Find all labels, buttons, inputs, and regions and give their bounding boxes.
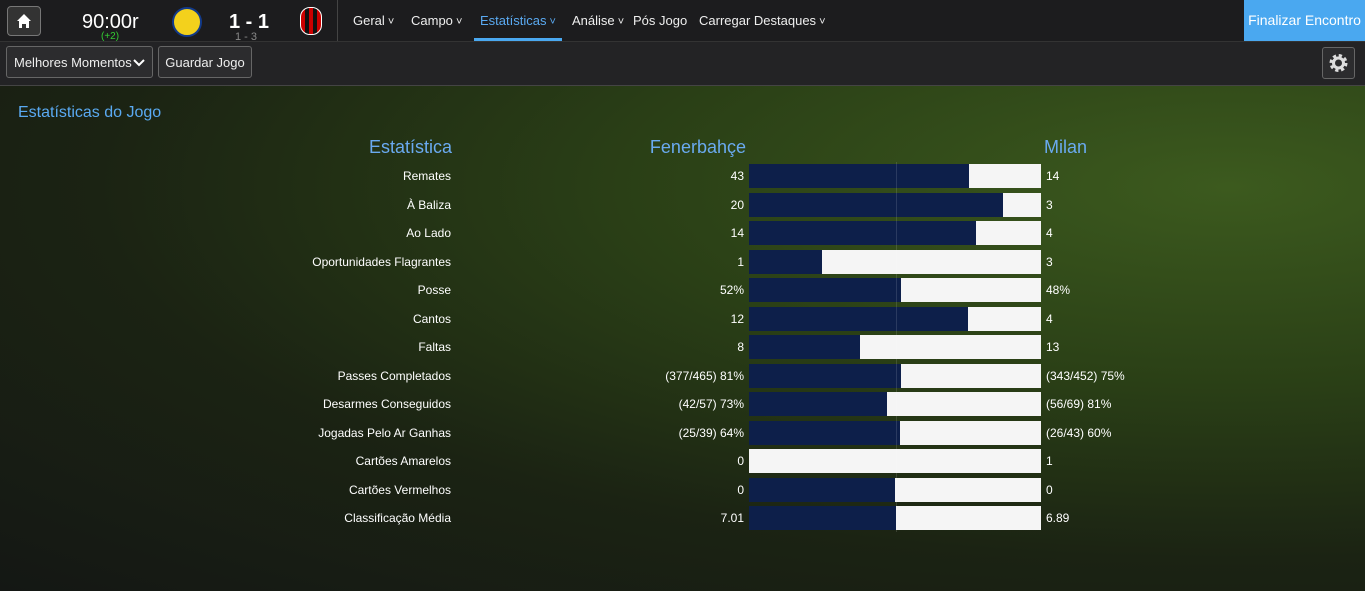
stat-label: Cartões Amarelos xyxy=(355,454,451,468)
menu-label: Carregar Destaques xyxy=(699,13,817,28)
away-value: 14 xyxy=(1046,169,1060,183)
away-team-header: Milan xyxy=(1044,137,1088,157)
home-bar xyxy=(749,278,901,302)
page-title: Estatísticas do Jogo xyxy=(18,104,162,121)
home-bar xyxy=(749,506,897,530)
home-value: (42/57) 73% xyxy=(678,397,744,411)
home-bar xyxy=(749,306,968,331)
stadium-background xyxy=(0,86,1365,591)
stat-label: Posse xyxy=(417,283,451,297)
menu-label: Campo xyxy=(411,13,453,28)
away-crest xyxy=(300,7,322,35)
away-bar xyxy=(976,221,1041,245)
menu-label: Análise xyxy=(572,13,615,28)
menu-item[interactable]: Carregar Destaques ˅ xyxy=(699,13,826,28)
settings-button[interactable] xyxy=(1322,47,1355,79)
home-bar xyxy=(749,164,970,188)
added-time: (+2) xyxy=(101,31,120,42)
away-value: (56/69) 81% xyxy=(1046,397,1112,411)
dropdown-label: Melhores Momentos xyxy=(14,55,132,70)
home-value: 8 xyxy=(737,340,744,354)
stat-label: Oportunidades Flagrantes xyxy=(312,254,451,269)
menu-item[interactable]: Geral ˅ xyxy=(353,13,395,28)
home-button[interactable] xyxy=(7,6,41,36)
highlights-dropdown[interactable]: Melhores Momentos xyxy=(6,46,153,78)
away-value: (26/43) 60% xyxy=(1046,425,1112,440)
home-bar xyxy=(749,249,822,274)
away-value: 3 xyxy=(1046,197,1053,212)
menu-item[interactable]: Campo ˅ xyxy=(411,13,463,28)
menu-label: Estatísticas xyxy=(480,13,547,28)
stat-label: Remates xyxy=(402,169,451,183)
match-time: 90:00r xyxy=(82,11,139,33)
finish-button[interactable]: Finalizar Encontro xyxy=(1244,0,1365,41)
home-value: (25/39) 64% xyxy=(678,425,744,440)
home-value: 14 xyxy=(730,226,744,240)
away-value: 0 xyxy=(1046,482,1053,497)
stat-label: Cartões Vermelhos xyxy=(348,482,451,497)
away-value: 3 xyxy=(1046,254,1053,269)
away-bar xyxy=(822,249,1041,274)
stat-label: Cantos xyxy=(412,311,451,326)
away-bar xyxy=(1002,192,1041,217)
home-value: 20 xyxy=(730,197,744,212)
home-value: 43 xyxy=(730,169,744,183)
home-bar xyxy=(749,392,888,416)
away-bar xyxy=(969,164,1041,188)
away-value: 13 xyxy=(1046,340,1060,354)
away-value: 6.89 xyxy=(1046,511,1070,525)
home-bar xyxy=(749,221,977,245)
menu-item[interactable]: Análise ˅ xyxy=(572,13,625,28)
home-value: 7.01 xyxy=(720,511,744,525)
stat-label: À Baliza xyxy=(406,197,451,212)
toolbar: Melhores Momentos Guardar Jogo xyxy=(0,42,1365,86)
away-bar xyxy=(900,278,1041,302)
center-line xyxy=(896,162,897,532)
away-value: 1 xyxy=(1046,454,1053,468)
home-value: 12 xyxy=(730,311,744,326)
home-bar xyxy=(749,420,900,445)
away-bar xyxy=(900,363,1041,388)
home-team-header: Fenerbahçe xyxy=(649,137,746,157)
top-bar: 90:00r (+2) 1 - 1 1 - 3 Finalizar Encont… xyxy=(0,0,1365,43)
home-bar xyxy=(749,363,901,388)
away-bar xyxy=(749,449,1041,473)
home-value: 1 xyxy=(737,254,744,269)
away-bar xyxy=(895,477,1041,502)
away-value: 4 xyxy=(1046,311,1053,326)
home-value: 0 xyxy=(737,482,744,497)
away-bar xyxy=(899,420,1041,445)
away-bar xyxy=(887,392,1041,416)
menu-label: Geral xyxy=(353,13,385,28)
aggregate-score: 1 - 3 xyxy=(235,31,258,43)
away-bar xyxy=(968,306,1041,331)
away-bar xyxy=(860,335,1041,359)
home-value: 0 xyxy=(737,454,744,468)
menu-item[interactable]: Estatísticas ˅ xyxy=(480,13,556,28)
menu-item[interactable]: Pós Jogo xyxy=(633,13,687,28)
home-bar xyxy=(749,192,1003,217)
active-underline xyxy=(474,38,562,41)
home-bar xyxy=(749,335,861,359)
save-button[interactable]: Guardar Jogo xyxy=(158,46,252,78)
menu-label: Pós Jogo xyxy=(633,13,688,28)
away-value: (343/452) 75% xyxy=(1046,368,1125,383)
stat-label: Passes Completados xyxy=(337,368,451,383)
stat-label: Ao Lado xyxy=(406,226,451,240)
stat-label: Faltas xyxy=(418,340,451,354)
away-value: 4 xyxy=(1046,226,1053,240)
stat-label: Desarmes Conseguidos xyxy=(322,397,451,411)
home-bar xyxy=(749,477,895,502)
away-value: 48% xyxy=(1046,283,1071,297)
divider xyxy=(337,0,338,41)
home-crest xyxy=(172,7,202,37)
stat-label: Jogadas Pelo Ar Ganhas xyxy=(318,425,451,440)
home-value: 52% xyxy=(719,283,744,297)
stat-header: Estatística xyxy=(368,137,452,157)
home-value: (377/465) 81% xyxy=(665,368,744,383)
stat-label: Classificação Média xyxy=(344,511,451,525)
score: 1 - 1 xyxy=(229,11,270,33)
away-bar xyxy=(896,506,1041,530)
